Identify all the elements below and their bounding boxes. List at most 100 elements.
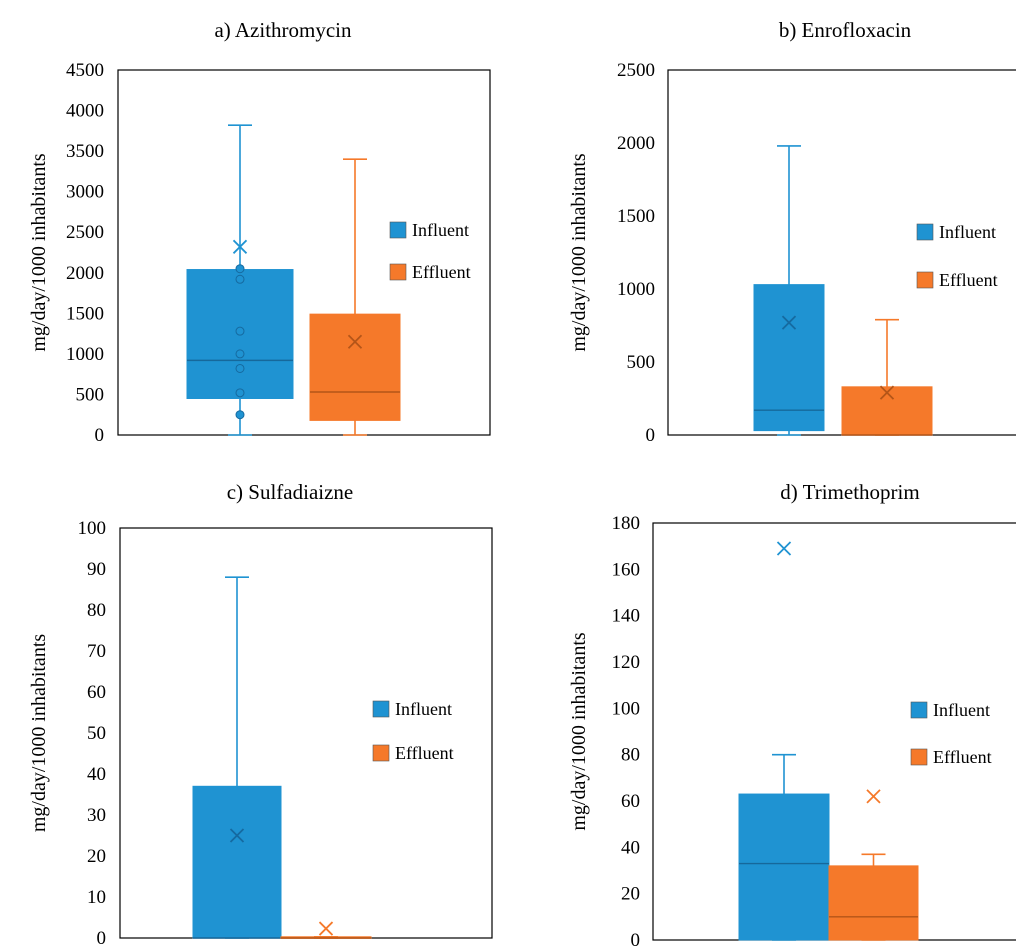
chart-title: b) Enrofloxacin: [779, 18, 912, 42]
mean-marker: [318, 921, 334, 936]
box-iqr: [828, 865, 919, 941]
mean-marker: [781, 315, 797, 330]
y-tick-label: 4000: [66, 101, 104, 122]
y-tick-label: 3500: [66, 141, 104, 162]
legend-swatch-influent: [916, 223, 934, 241]
mean-marker: [879, 385, 895, 400]
legend-swatch-effluent: [910, 748, 928, 766]
data-point: [235, 410, 245, 420]
y-tick-label: 1000: [66, 344, 104, 365]
y-tick-label: 20: [87, 846, 106, 867]
legend-label-influent: Influent: [939, 222, 996, 242]
y-tick-label: 60: [621, 791, 640, 812]
legend-swatch-effluent: [916, 271, 934, 289]
legend-swatch-effluent: [372, 744, 390, 762]
y-tick-label: 40: [87, 764, 106, 785]
y-tick-label: 10: [87, 887, 106, 908]
chart-panel-4: d) Trimethoprim mg/day/1000 inhabitants 0 2…: [568, 480, 1016, 949]
series-effluent: [280, 921, 372, 939]
data-point: [235, 388, 245, 398]
data-point: [235, 363, 245, 373]
y-tick-label: 3000: [66, 182, 104, 203]
legend-label-influent: Influent: [395, 699, 452, 719]
data-point: [235, 264, 245, 274]
y-tick-label: 500: [76, 384, 105, 405]
y-tick-label: 2500: [617, 60, 655, 81]
y-tick-label: 100: [612, 698, 641, 719]
chart-title: c) Sulfadiaizne: [227, 480, 354, 504]
box-iqr: [309, 313, 401, 421]
mean-marker: [347, 334, 363, 349]
legend-label-effluent: Effluent: [933, 747, 992, 767]
y-tick-label: 140: [612, 606, 641, 627]
legend-swatch-influent: [372, 700, 390, 718]
mean-marker: [866, 789, 881, 804]
y-tick-label: 20: [621, 884, 640, 905]
y-tick-label: 120: [612, 652, 641, 673]
legend-swatch-effluent: [389, 263, 407, 281]
mean-marker-stroke: [879, 385, 895, 400]
mean-marker: [232, 239, 248, 254]
chart-panel-1: a) Azithromycin mg/day/1000 inhabitants 0 5…: [28, 18, 491, 446]
box-iqr: [841, 386, 933, 436]
y-tick-label: 80: [87, 600, 106, 621]
series-influent: [753, 145, 825, 436]
data-point: [235, 326, 245, 336]
legend-swatch-influent: [389, 221, 407, 239]
y-tick-label: 0: [631, 930, 641, 949]
y-tick-label: 0: [97, 928, 107, 949]
legend-label-influent: Influent: [412, 220, 469, 240]
y-tick-label: 1500: [66, 303, 104, 324]
y-tick-label: 0: [646, 425, 656, 446]
series-effluent: [828, 789, 919, 941]
mean-marker-stroke: [229, 828, 245, 843]
y-tick-label: 90: [87, 559, 106, 580]
y-tick-label: 40: [621, 837, 640, 858]
chart-title: a) Azithromycin: [214, 18, 352, 42]
y-tick-label: 1000: [617, 279, 655, 300]
y-tick-label: 2500: [66, 222, 104, 243]
y-tick-label: 80: [621, 745, 640, 766]
plot-frame: [667, 69, 1016, 436]
plot-frame: [119, 527, 493, 939]
box-iqr: [192, 785, 282, 939]
box-iqr: [753, 284, 825, 432]
y-tick-label: 30: [87, 805, 106, 826]
y-tick-label: 70: [87, 641, 106, 662]
plot-frame: [117, 69, 491, 436]
chart-panel-2: b) Enrofloxacin mg/day/1000 inhabitants 0 5…: [568, 18, 1016, 446]
data-point: [235, 349, 245, 359]
y-tick-label: 500: [627, 352, 656, 373]
y-tick-label: 2000: [66, 263, 104, 284]
mean-marker-stroke: [781, 315, 797, 330]
legend-label-influent: Influent: [933, 700, 990, 720]
y-tick-label: 4500: [66, 60, 104, 81]
y-tick-label: 50: [87, 723, 106, 744]
legend-label-effluent: Effluent: [395, 743, 454, 763]
data-point: [235, 274, 245, 284]
mean-marker-stroke: [866, 789, 881, 804]
series-effluent: [841, 318, 933, 436]
y-tick-label: 1500: [617, 206, 655, 227]
y-tick-label: 60: [87, 682, 106, 703]
legend-label-effluent: Effluent: [412, 262, 471, 282]
legend-label-effluent: Effluent: [939, 270, 998, 290]
y-axis-label: mg/day/1000 inhabitants: [28, 153, 50, 352]
y-tick-label: 0: [95, 425, 105, 446]
mean-marker-stroke: [776, 541, 792, 556]
mean-marker-stroke: [232, 239, 248, 254]
chart-panel-3: c) Sulfadiaizne mg/day/1000 inhabitants 0 1…: [28, 480, 493, 949]
mean-marker-stroke: [347, 334, 363, 349]
y-axis-label: mg/day/1000 inhabitants: [28, 634, 50, 833]
series-influent: [192, 576, 282, 939]
mean-marker: [776, 541, 792, 556]
series-effluent: [309, 158, 401, 436]
series-influent: [186, 124, 294, 436]
y-tick-label: 160: [612, 559, 641, 580]
mean-marker: [229, 828, 245, 843]
legend-swatch-influent: [910, 701, 928, 719]
y-axis-label: mg/day/1000 inhabitants: [568, 632, 590, 831]
series-influent: [738, 541, 830, 941]
box-iqr: [738, 793, 830, 941]
y-axis-label: mg/day/1000 inhabitants: [568, 153, 590, 352]
